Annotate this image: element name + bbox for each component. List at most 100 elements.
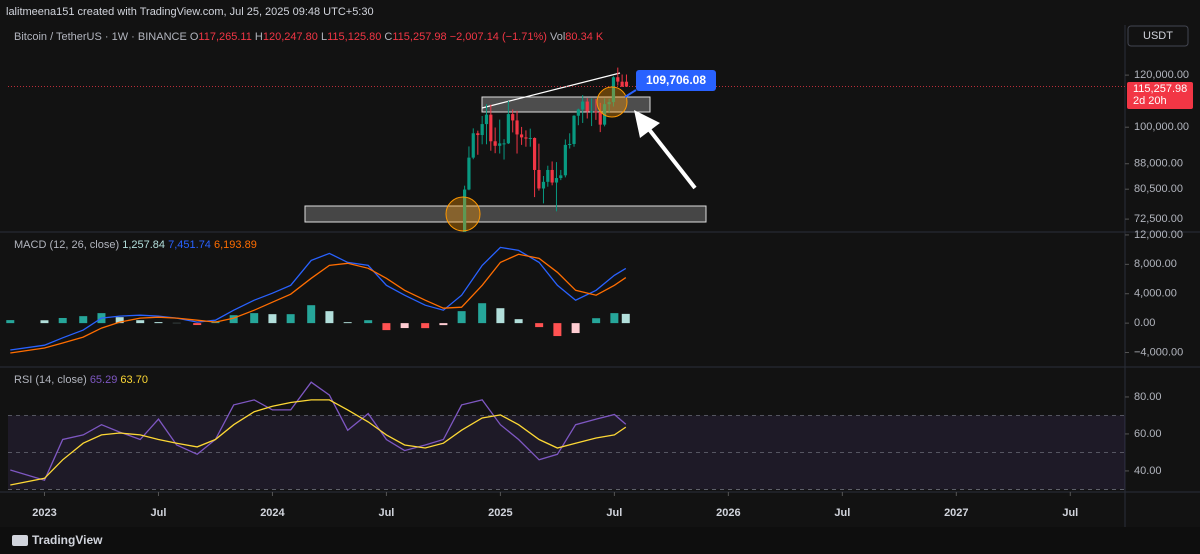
candle-body	[493, 141, 497, 146]
candle-body	[563, 144, 567, 176]
histogram-bar	[325, 311, 334, 324]
rsi-legend: RSI (14, close) 65.29 63.70	[14, 374, 148, 386]
arrow	[646, 126, 697, 190]
macd-value: 7,451.74	[168, 239, 211, 251]
histogram-bar	[250, 313, 259, 324]
indicator-line	[10, 381, 627, 481]
volume: 80.34 K	[565, 31, 604, 43]
candle-body	[554, 178, 559, 183]
indicator-line	[10, 246, 627, 351]
candle-body	[559, 175, 563, 179]
histogram-bar	[457, 311, 466, 324]
x-tick-label: Jul	[834, 507, 850, 519]
candle-body	[594, 111, 598, 113]
author-line: lalitmeena151 created with TradingView.c…	[6, 6, 374, 18]
logo-icon	[12, 535, 28, 546]
y-tick-label: −4,000.00	[1134, 346, 1183, 358]
candle-body	[515, 120, 519, 135]
histogram-bar	[268, 314, 277, 324]
candle-body	[484, 114, 489, 125]
candle-body	[537, 169, 541, 189]
histogram-bar	[6, 320, 15, 324]
candle-body	[546, 169, 550, 182]
rsi-title: RSI (14, close)	[14, 374, 87, 386]
histogram-bar	[382, 323, 391, 331]
annotations: 109,706.08	[445, 70, 716, 232]
ohlc-value: 115,257.98	[392, 31, 447, 43]
macd-legend: MACD (12, 26, close) 1,257.84 7,451.74 6…	[14, 239, 257, 251]
histogram-bar	[229, 315, 238, 324]
candle-body	[616, 77, 620, 82]
ohlc-label: H	[254, 31, 263, 43]
candle-body	[589, 111, 594, 113]
y-tick-label: 4,000.00	[1134, 288, 1177, 300]
candle-body	[576, 109, 580, 116]
candle-body	[502, 143, 506, 145]
callout-text: 109,706.08	[646, 73, 706, 87]
candle-body	[550, 169, 554, 183]
histogram-bar	[535, 323, 544, 328]
countdown: 2d 20h	[1133, 95, 1167, 107]
rsi-value: 65.29	[89, 374, 118, 386]
ohlc-value: 120,247.80	[262, 31, 318, 43]
x-tick-label: Jul	[1062, 507, 1078, 519]
histogram-bar	[343, 322, 352, 324]
candle-body	[572, 115, 576, 144]
x-tick-label: 2024	[260, 507, 285, 519]
rsi-band	[8, 415, 1125, 490]
histogram-bar	[79, 316, 88, 324]
candle-body	[528, 137, 532, 139]
ohlc-value: 117,265.11	[198, 31, 252, 43]
callout-line	[624, 89, 637, 98]
histogram-bar	[307, 305, 316, 324]
x-tick-label: 2025	[488, 507, 512, 519]
y-tick-label: 0.00	[1134, 317, 1155, 329]
candle-body	[532, 137, 537, 170]
candle-body	[624, 81, 629, 87]
candle-body	[598, 111, 602, 125]
last-price: 115,257.98	[1133, 83, 1187, 95]
candle-body	[467, 157, 471, 190]
ohlc-label: C	[384, 31, 393, 43]
x-tick-label: 2026	[716, 507, 740, 519]
candle-body	[463, 189, 467, 232]
candle-body	[541, 181, 546, 189]
y-tick-label: 40.00	[1134, 465, 1162, 477]
x-tick-label: Jul	[150, 507, 166, 519]
histogram-bar	[400, 323, 409, 329]
rsi-ma-value: 63.70	[120, 374, 148, 386]
histogram-bar	[621, 313, 630, 324]
candle-body	[511, 114, 515, 121]
zone-box	[304, 205, 707, 223]
candle-body	[585, 101, 589, 112]
histogram-bar	[40, 320, 49, 324]
symbol-title: Bitcoin / TetherUS · 1W · BINANCE	[14, 31, 187, 43]
histogram-bar	[439, 323, 448, 326]
candle-body	[498, 143, 502, 146]
candle-body	[471, 133, 475, 158]
candle-body	[519, 134, 524, 138]
histogram-bar	[553, 323, 562, 337]
logo: TradingView	[32, 533, 103, 547]
candle-body	[489, 114, 493, 142]
histogram-bar	[571, 323, 580, 334]
currency-button[interactable]	[1127, 25, 1189, 47]
volume-label: Vol	[550, 31, 566, 43]
macd-hist-value: 1,257.84	[122, 239, 166, 251]
macd-title: MACD (12, 26, close)	[14, 239, 120, 251]
arrow-head	[634, 110, 660, 138]
highlight-circle	[596, 86, 628, 118]
candle-body	[607, 102, 611, 105]
y-tick-label: 80,500.00	[1134, 183, 1183, 195]
candle-body	[620, 81, 624, 87]
candle-body	[581, 101, 585, 110]
indicator-line	[10, 253, 627, 354]
y-tick-label: 72,500.00	[1134, 213, 1183, 225]
footer-bar	[0, 527, 1200, 554]
callout-box	[636, 70, 716, 91]
y-tick-label: 80.00	[1134, 391, 1162, 403]
histogram-bar	[193, 323, 202, 326]
y-tick-label: 100,000.00	[1134, 121, 1189, 133]
histogram-bar	[514, 319, 523, 324]
